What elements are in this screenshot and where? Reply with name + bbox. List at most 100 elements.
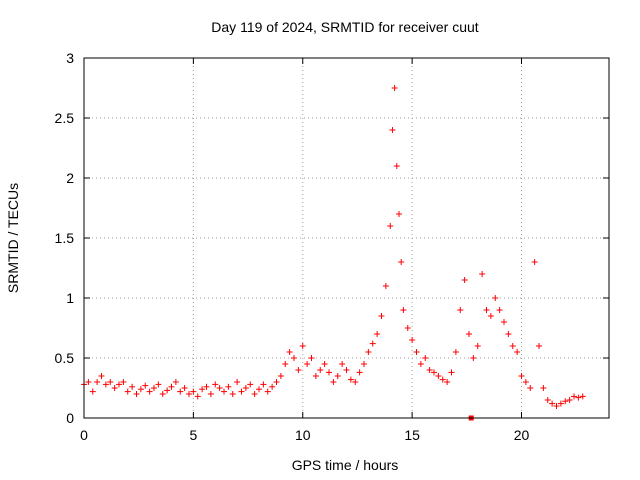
data-point — [398, 259, 405, 265]
data-point — [225, 383, 232, 390]
data-point — [102, 381, 109, 388]
data-point — [98, 373, 105, 379]
data-point — [448, 369, 455, 376]
x-tick-label: 10 — [295, 427, 311, 443]
data-point — [295, 367, 302, 373]
y-tick-label: 2.5 — [55, 110, 75, 126]
data-point — [553, 403, 560, 409]
data-point — [417, 361, 424, 367]
data-point — [396, 211, 402, 217]
data-point — [120, 379, 127, 385]
data-point — [269, 383, 276, 390]
y-tick-label: 1 — [66, 290, 74, 306]
x-tick-label: 0 — [80, 427, 88, 443]
data-point — [369, 340, 376, 347]
y-tick-label: 2 — [66, 170, 74, 186]
data-point — [159, 391, 166, 397]
data-point — [352, 379, 359, 385]
data-point — [527, 385, 534, 391]
data-point — [133, 391, 140, 397]
y-tick-label: 3 — [66, 50, 74, 66]
data-point — [562, 398, 569, 405]
data-point — [393, 163, 400, 169]
data-point — [435, 373, 442, 379]
data-point — [483, 307, 490, 313]
data-point — [496, 307, 503, 313]
data-point — [514, 349, 521, 355]
data-point — [277, 373, 284, 379]
data-point — [260, 381, 267, 388]
data-point — [389, 127, 396, 133]
y-axis-label: SRMTID / TECUs — [5, 183, 21, 293]
data-point — [199, 386, 206, 393]
data-point — [571, 393, 577, 400]
data-point — [382, 283, 389, 289]
data-point — [107, 379, 114, 385]
data-point — [291, 355, 297, 361]
data-point — [142, 382, 149, 389]
data-point — [409, 337, 416, 343]
data-point — [404, 325, 411, 331]
data-point — [312, 373, 319, 379]
data-point — [544, 397, 551, 403]
x-tick-label: 5 — [189, 427, 197, 443]
data-point — [304, 361, 311, 367]
y-tick-label: 0.5 — [55, 350, 75, 366]
data-point — [413, 349, 420, 355]
data-point — [247, 381, 254, 388]
data-point — [190, 388, 197, 395]
x-tick-label: 15 — [404, 427, 420, 443]
y-tick-label: 0 — [66, 410, 74, 426]
x-tick-label: 20 — [514, 427, 530, 443]
data-point — [172, 379, 179, 385]
data-point — [94, 379, 101, 385]
data-point — [111, 385, 118, 391]
data-point — [378, 313, 385, 319]
data-point — [317, 367, 324, 373]
data-point — [194, 393, 201, 400]
data-point — [361, 361, 367, 367]
data-point — [326, 369, 332, 376]
data-point — [334, 373, 341, 379]
data-point — [321, 361, 328, 367]
data-point — [444, 379, 451, 385]
data-point — [457, 307, 464, 313]
data-point — [522, 379, 529, 385]
data-point — [234, 379, 241, 385]
data-point — [566, 397, 573, 403]
data-point — [391, 85, 398, 91]
data-point — [207, 391, 214, 397]
data-point — [330, 379, 337, 385]
data-point — [466, 331, 472, 337]
data-point — [557, 400, 564, 407]
data-point — [164, 387, 171, 394]
data-point — [509, 343, 516, 349]
data-point — [116, 381, 122, 388]
y-tick-label: 1.5 — [55, 230, 75, 246]
x-axis-label: GPS time / hours — [292, 457, 399, 473]
data-point — [540, 385, 547, 391]
data-point — [461, 277, 468, 283]
data-point — [400, 307, 407, 313]
data-point — [146, 388, 153, 395]
data-point — [343, 367, 350, 373]
data-point — [347, 376, 354, 383]
data-point — [186, 391, 192, 397]
data-point — [155, 381, 162, 388]
data-point — [387, 223, 394, 229]
data-point — [470, 355, 477, 361]
chart-title: Day 119 of 2024, SRMTID for receiver cuu… — [211, 19, 479, 35]
data-point — [531, 259, 538, 265]
data-point — [575, 394, 582, 401]
data-point — [256, 386, 262, 393]
data-points — [81, 85, 586, 421]
data-point — [501, 319, 507, 325]
data-point — [89, 388, 96, 395]
data-point — [479, 271, 486, 277]
data-point — [339, 361, 346, 367]
plot-frame — [83, 57, 610, 419]
data-point — [151, 385, 157, 391]
data-point — [356, 369, 363, 376]
data-point — [474, 343, 481, 349]
